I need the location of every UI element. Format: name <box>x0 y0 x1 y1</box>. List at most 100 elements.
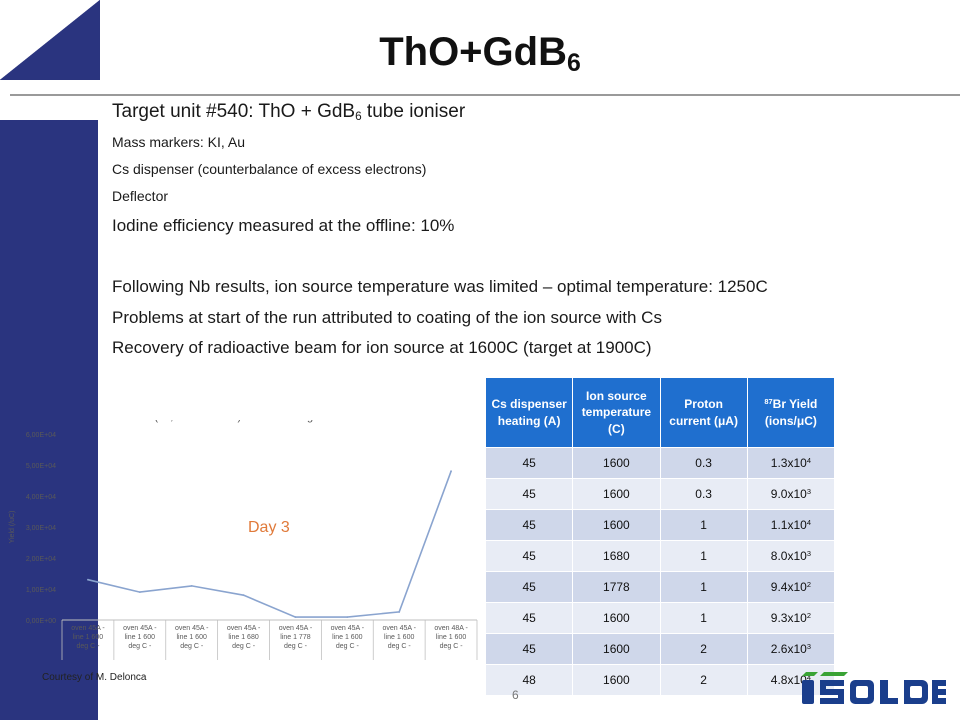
x-tick-label: deg C - <box>76 643 100 650</box>
cell-cs-heating: 48 <box>484 664 574 696</box>
y-axis-label: Yield (/uC) <box>9 511 16 544</box>
cell-ion-temperature: 1600 <box>572 478 661 510</box>
cell-ion-temperature: 1600 <box>572 664 661 696</box>
x-tick-label: oven 45A - <box>227 625 261 632</box>
x-tick-label: line 1 778 <box>280 634 310 641</box>
cell-ion-temperature: 1600 <box>572 447 661 479</box>
cell-proton-current: 1 <box>659 509 748 541</box>
data-point <box>450 470 452 473</box>
x-tick-label: line 1 680 <box>228 634 258 641</box>
y-tick-label: 1,00E+04 <box>26 587 56 594</box>
yield-table: Cs dispenser heating (A) Ion source temp… <box>484 377 836 696</box>
y-tick-label: 0,00E+00 <box>26 618 56 625</box>
table-row: 45 1600 1 9.3x102 <box>484 602 836 634</box>
header-proton-current: Proton current (μA) <box>659 377 748 448</box>
x-tick-label: oven 45A - <box>382 625 416 632</box>
bullet-mass-markers: Mass markers: KI, Au <box>112 134 246 150</box>
table-row: 45 1600 0.3 1.3x104 <box>484 447 836 479</box>
bullet-problems-start: Problems at start of the run attributed … <box>112 308 662 327</box>
table-header-row: Cs dispenser heating (A) Ion source temp… <box>484 377 836 448</box>
cell-br-yield: 1.1x104 <box>746 509 836 541</box>
cell-br-yield: 8.0x103 <box>746 540 836 572</box>
table-row: 45 1778 1 9.4x102 <box>484 571 836 603</box>
x-tick-label: deg C - <box>180 643 204 650</box>
title-divider <box>10 94 960 96</box>
x-tick-label: line 1 600 <box>436 634 466 641</box>
credit-text: Courtesy of M. Delonca <box>42 672 147 683</box>
x-tick-label: oven 48A - <box>434 625 468 632</box>
table-row: 45 1600 0.3 9.0x103 <box>484 478 836 510</box>
cell-proton-current: 1 <box>659 602 748 634</box>
cell-proton-current: 0.3 <box>659 478 748 510</box>
bullet-nb-results: Following Nb results, ion source tempera… <box>112 277 768 296</box>
y-tick-label: 3,00E+04 <box>26 525 56 532</box>
bullet-target-unit: Target unit #540: ThO + GdB6 tube ionise… <box>112 101 466 123</box>
chart-title: 87 Br (55,7 sec half life) - Thorium tar… <box>125 420 322 423</box>
cell-proton-current: 2 <box>659 664 748 696</box>
x-tick-label: deg C - <box>128 643 152 650</box>
data-point <box>294 616 297 618</box>
corner-triangle-decoration <box>0 0 100 80</box>
cell-cs-heating: 45 <box>484 478 574 510</box>
x-tick-label: oven 45A - <box>175 625 209 632</box>
x-tick-label: line 1 600 <box>177 634 207 641</box>
cell-proton-current: 1 <box>659 571 748 603</box>
cell-ion-temperature: 1600 <box>572 509 661 541</box>
x-tick-label: oven 45A - <box>71 625 105 632</box>
cell-proton-current: 2 <box>659 633 748 665</box>
x-tick-label: oven 45A - <box>279 625 313 632</box>
cell-cs-heating: 45 <box>484 447 574 479</box>
cell-ion-temperature: 1680 <box>572 540 661 572</box>
table-row: 45 1680 1 8.0x103 <box>484 540 836 572</box>
cell-cs-heating: 45 <box>484 540 574 572</box>
header-ion-source-temperature: Ion source temperature (C) <box>572 377 661 448</box>
x-tick-label: line 1 600 <box>125 634 155 641</box>
page-number: 6 <box>512 688 519 702</box>
cell-cs-heating: 45 <box>484 602 574 634</box>
bullet-iodine-efficiency: Iodine efficiency measured at the offlin… <box>112 216 455 235</box>
x-tick-label: oven 45A - <box>123 625 157 632</box>
x-tick-label: deg C - <box>440 643 464 650</box>
slide-title: ThO+GdB6 <box>379 30 581 78</box>
x-tick-label: deg C - <box>284 643 308 650</box>
cell-br-yield: 9.3x102 <box>746 602 836 634</box>
x-tick-label: line 1 600 <box>332 634 362 641</box>
cell-br-yield: 1.3x104 <box>746 447 836 479</box>
cell-br-yield: 9.4x102 <box>746 571 836 603</box>
header-br-yield: 87Br Yield (ions/μC) <box>746 377 836 448</box>
x-tick-label: deg C - <box>232 643 256 650</box>
cell-ion-temperature: 1600 <box>572 633 661 665</box>
cell-br-yield: 9.0x103 <box>746 478 836 510</box>
bullet-deflector: Deflector <box>112 188 169 204</box>
x-tick-label: deg C - <box>336 643 360 650</box>
cell-proton-current: 1 <box>659 540 748 572</box>
yield-line-chart: 87 Br (55,7 sec half life) - Thorium tar… <box>9 420 478 660</box>
cell-cs-heating: 45 <box>484 633 574 665</box>
cell-proton-current: 0.3 <box>659 447 748 479</box>
data-point <box>398 611 401 613</box>
cell-ion-temperature: 1600 <box>572 602 661 634</box>
chart-annotation-day-3: Day 3 <box>248 519 290 536</box>
x-tick-label: oven 45A - <box>331 625 365 632</box>
cell-br-yield: 2.6x103 <box>746 633 836 665</box>
isolde-logo <box>802 672 946 704</box>
data-point <box>242 594 245 597</box>
y-tick-label: 6,00E+04 <box>26 432 56 439</box>
table-row: 45 1600 2 2.6x103 <box>484 633 836 665</box>
y-tick-label: 5,00E+04 <box>26 463 56 470</box>
cell-cs-heating: 45 <box>484 571 574 603</box>
x-tick-label: line 1 600 <box>73 634 103 641</box>
y-tick-label: 4,00E+04 <box>26 494 56 501</box>
data-point <box>190 585 193 587</box>
table-row: 45 1600 1 1.1x104 <box>484 509 836 541</box>
cell-ion-temperature: 1778 <box>572 571 661 603</box>
data-point <box>87 578 89 581</box>
header-cs-dispenser: Cs dispenser heating (A) <box>484 377 574 448</box>
table-row: 48 1600 2 4.8x104 <box>484 664 836 696</box>
data-point <box>346 616 349 619</box>
chart-panel <box>98 398 480 660</box>
x-tick-label: line 1 600 <box>384 634 414 641</box>
data-point <box>138 591 141 593</box>
y-tick-label: 2,00E+04 <box>26 556 56 563</box>
x-tick-label: deg C - <box>388 643 412 650</box>
